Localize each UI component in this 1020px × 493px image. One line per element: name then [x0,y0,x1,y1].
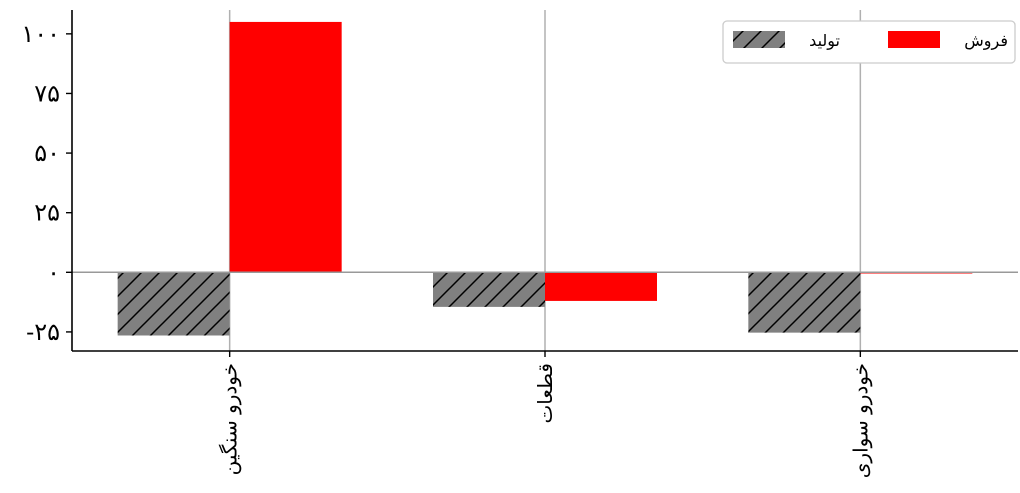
category-label: قطعات [533,363,557,424]
y-tick-label: -۲۵ [26,318,60,346]
y-tick-label: ۷۵ [34,79,60,107]
legend-swatch-sales [888,31,940,48]
category-label: خودرو سنگین [218,363,242,475]
y-tick-label: ۰ [47,258,60,286]
y-tick-label: ۵۰ [34,139,60,167]
category-label: خودرو سواری [848,363,872,478]
bar-sales [229,21,342,273]
legend-label-sales: فروش [964,31,1008,51]
bar-production [117,272,230,336]
legend-label-production: تولید [809,31,840,51]
bar-sales [545,272,657,301]
bar-production [748,272,861,333]
y-tick-label: ۲۵ [34,199,60,227]
legend-box [722,20,1016,64]
bar-production [433,272,545,307]
y-tick-label: ۱۰۰ [21,20,60,48]
legend-swatch-production [733,31,785,48]
